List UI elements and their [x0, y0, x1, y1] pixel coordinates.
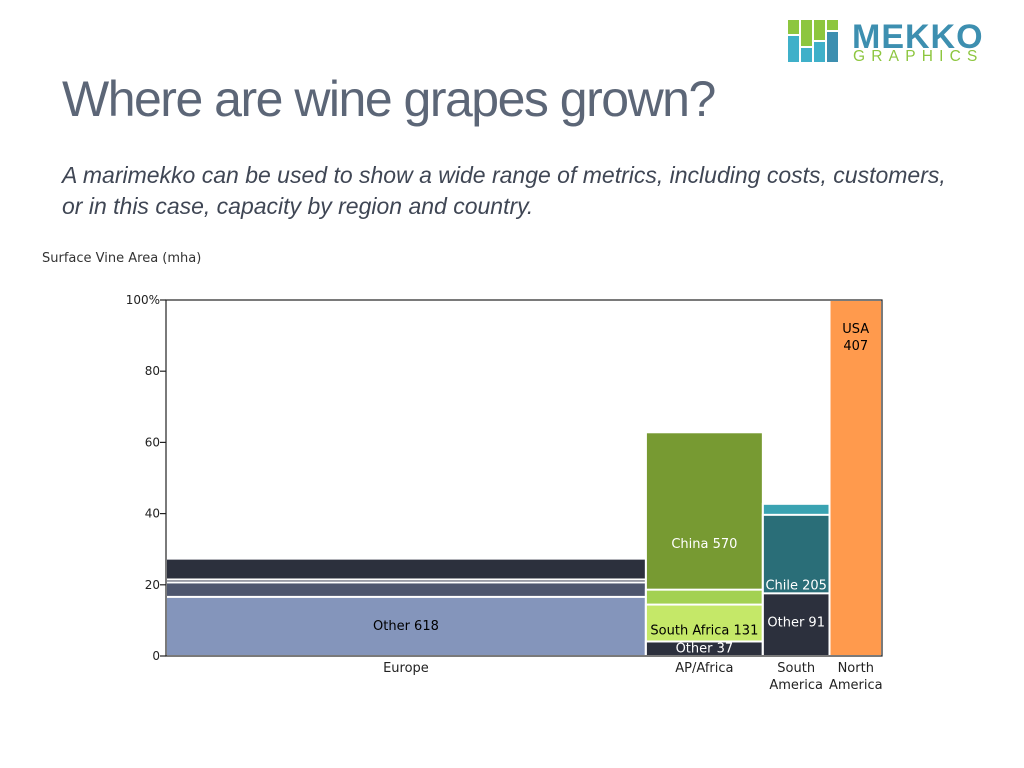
segment-label-south-america-chile: Chile 205: [765, 578, 826, 593]
y-tick-label-3: 60: [145, 435, 160, 449]
plot-frame: [165, 299, 883, 657]
y-tick-label-2: 40: [145, 507, 160, 521]
page-title: Where are wine grapes grown?: [62, 71, 716, 127]
segment-label-south-america-other: Other 91: [767, 615, 825, 630]
x-tick-label-north-america-0: North: [838, 661, 874, 676]
x-tick-label-europe: Europe: [383, 661, 429, 676]
segment-label-north-america-usa-0: USA: [842, 322, 869, 337]
segment-label-ap-africa-other: Other 37: [676, 642, 734, 657]
column-north-america: USA 407: [828, 299, 884, 657]
x-tick-label-south-america-1: America: [769, 678, 823, 693]
page-subtitle: A marimekko can be used to show a wide r…: [62, 162, 946, 219]
y-tick-label-1: 20: [145, 578, 160, 592]
y-tick-label-0: 0: [152, 649, 160, 663]
logo-word-graphics: GRAPHICS: [853, 48, 984, 65]
segment-label-ap-africa-south-africa: South Africa 131: [650, 623, 758, 638]
mekko-graphics-logo: MEKKO GRAPHICS: [786, 18, 1001, 68]
segment-label-north-america-usa-1: 407: [843, 339, 868, 354]
logo-word-mekko: MEKKO: [852, 18, 984, 56]
x-tick-label-north-america-1: America: [829, 678, 883, 693]
x-tick-label-south-america-0: South: [777, 661, 815, 676]
logo-mark-icon: [788, 20, 838, 62]
x-tick-label-ap-africa: AP/Africa: [675, 661, 733, 676]
column-ap-africa: China 570Australia 169South Africa 131Ot…: [644, 431, 764, 658]
y-tick-label-5: 100%: [126, 293, 160, 307]
segment-label-europe-other: Other 618: [373, 619, 439, 634]
column-europe: Spain 1,018France 800Italy 769Turkey 517…: [165, 557, 647, 658]
y-tick-label-4: 80: [145, 364, 160, 378]
segment-south-america-other: [761, 592, 831, 658]
segment-label-ap-africa-china: China 570: [671, 537, 737, 552]
y-axis-label: Surface Vine Area (mha): [42, 251, 202, 266]
